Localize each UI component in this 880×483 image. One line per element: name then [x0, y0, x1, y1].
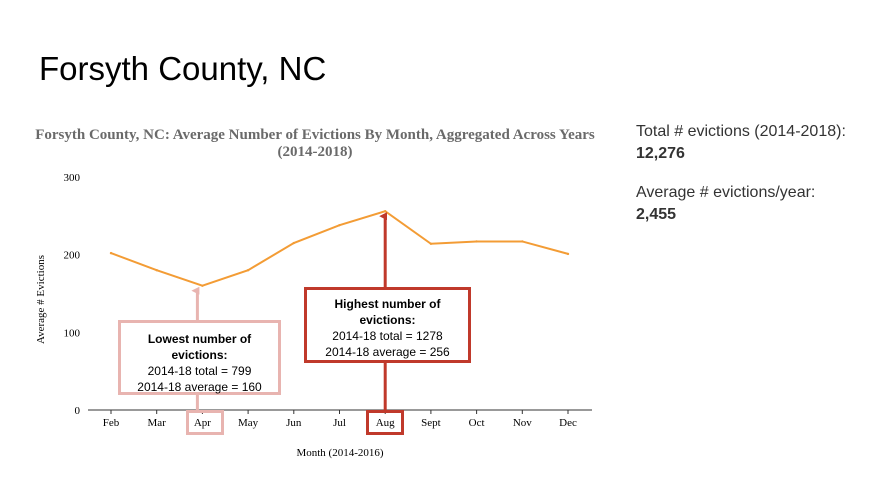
x-axis-label: Month (2014-2016) — [296, 447, 383, 459]
data-point — [521, 240, 524, 243]
lowest-callout-heading: Lowest number of evictions: — [147, 332, 252, 362]
highest-callout-heading: Highest number of evictions: — [334, 297, 441, 327]
x-tick-label: Sept — [421, 417, 441, 429]
highest-evictions-callout: Highest number of evictions: 2014-18 tot… — [304, 287, 471, 363]
total-evictions-stat: Total # evictions (2014-2018): 12,276 — [636, 121, 866, 165]
average-evictions-stat: Average # evictions/year: 2,455 — [636, 182, 866, 226]
data-point — [338, 223, 341, 227]
y-tick-label: 0 — [75, 405, 81, 417]
y-tick-label: 100 — [64, 327, 81, 339]
x-tick-label: May — [238, 417, 259, 429]
highest-month-highlight-box — [366, 410, 404, 435]
stats-panel: Total # evictions (2014-2018): 12,276 Av… — [636, 121, 866, 243]
data-point — [429, 242, 433, 245]
data-point — [475, 240, 478, 243]
data-point — [246, 269, 250, 272]
y-tick-label: 200 — [64, 250, 81, 262]
x-tick-label: Mar — [148, 417, 167, 429]
x-tick-label: Dec — [559, 417, 577, 429]
data-point — [566, 252, 570, 256]
lowest-month-highlight-box — [186, 410, 224, 435]
x-tick-label: Oct — [469, 417, 485, 429]
x-tick-label: Apr — [194, 417, 211, 429]
lowest-evictions-callout: Lowest number of evictions: 2014-18 tota… — [118, 320, 281, 395]
data-point — [109, 251, 113, 255]
data-point — [292, 241, 295, 245]
average-evictions-label: Average # evictions/year: — [636, 184, 816, 201]
highest-callout-average: 2014-18 average = 256 — [325, 345, 450, 359]
average-evictions-value: 2,455 — [636, 206, 677, 223]
x-tick-label: Aug — [376, 417, 395, 429]
chart-title: Forsyth County, NC: Average Number of Ev… — [35, 127, 595, 160]
highest-callout-total: 2014-18 total = 1278 — [332, 329, 443, 343]
x-tick-label: Jun — [286, 417, 302, 429]
x-tick-label: Feb — [103, 417, 120, 429]
page-title: Forsyth County, NC — [39, 50, 327, 87]
data-point — [384, 209, 387, 213]
x-tick-label: Nov — [513, 417, 532, 429]
data-point — [201, 284, 204, 287]
total-evictions-label: Total # evictions (2014-2018): — [636, 123, 846, 140]
lowest-callout-total: 2014-18 total = 799 — [147, 364, 252, 378]
data-point — [155, 269, 158, 272]
series-line — [110, 210, 569, 287]
x-tick-label: Jul — [333, 417, 346, 429]
y-tick-label: 300 — [64, 172, 81, 184]
lowest-callout-average: 2014-18 average = 160 — [137, 380, 262, 394]
y-axis-label: Average # Evictions — [35, 255, 47, 344]
total-evictions-value: 12,276 — [636, 145, 685, 162]
